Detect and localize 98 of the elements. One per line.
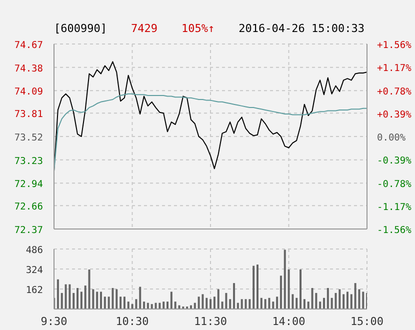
- bar: [154, 302, 157, 309]
- bar: [217, 289, 220, 309]
- bar: [96, 292, 98, 309]
- bar: [174, 302, 176, 309]
- bar: [326, 288, 329, 309]
- bar: [311, 288, 314, 309]
- bar: [139, 286, 142, 309]
- x-tick-label: 10:30: [116, 314, 149, 328]
- bar: [334, 292, 337, 309]
- y2-tick-label: -0.39%: [377, 156, 412, 167]
- bar: [307, 302, 310, 309]
- bar: [240, 299, 243, 309]
- bar: [127, 302, 130, 309]
- bar: [300, 269, 302, 309]
- bar: [135, 299, 138, 309]
- bar: [303, 299, 306, 309]
- bar: [56, 279, 59, 309]
- bar: [225, 292, 228, 309]
- bar: [146, 302, 149, 309]
- y-tick-label: 162: [26, 285, 43, 296]
- bar: [256, 264, 258, 309]
- bar: [323, 298, 326, 309]
- x-tick-label: 11:30: [194, 314, 228, 328]
- bar: [288, 269, 290, 309]
- y-tick-label: 73.52: [14, 132, 43, 144]
- bar: [116, 289, 118, 309]
- bar: [264, 299, 266, 309]
- bar: [236, 302, 239, 309]
- bar: [166, 302, 169, 309]
- bar: [84, 286, 86, 309]
- chart-title: [600990]: [54, 22, 107, 35]
- x-tick-label: 9:30: [40, 314, 68, 328]
- bar: [260, 298, 262, 309]
- bar: [170, 292, 172, 309]
- bar: [338, 289, 341, 309]
- y2-tick-label: +0.78%: [377, 86, 412, 98]
- bar: [120, 296, 122, 309]
- bar: [280, 276, 282, 309]
- bar: [72, 292, 75, 309]
- y2-tick-label: -1.56%: [377, 225, 412, 236]
- y-tick-label: 72.94: [14, 179, 44, 190]
- y-tick-label: 74.09: [14, 86, 44, 98]
- bar: [143, 302, 146, 309]
- text: 2016-04-26 15:00:33: [238, 22, 364, 35]
- bar: [60, 292, 63, 309]
- bar: [248, 299, 251, 309]
- bar: [206, 298, 208, 309]
- bar: [100, 292, 102, 309]
- bar: [202, 294, 204, 309]
- y2-tick-label: +1.17%: [377, 63, 412, 74]
- y2-tick-label: -0.78%: [377, 178, 412, 190]
- y-tick-label: 324: [26, 265, 44, 276]
- y2-tick-label: +0.39%: [377, 109, 412, 120]
- bar: [210, 299, 212, 309]
- bar: [76, 288, 79, 309]
- bar: [150, 304, 153, 309]
- y-tick-label: 72.66: [14, 202, 44, 213]
- bar: [80, 292, 82, 309]
- bar: [252, 266, 255, 309]
- bar: [276, 296, 278, 309]
- bar: [112, 288, 114, 309]
- bar: [296, 298, 298, 309]
- bar: [272, 302, 274, 309]
- bar: [233, 283, 236, 309]
- bar: [244, 299, 247, 309]
- text: 105%↑: [181, 22, 215, 35]
- bar: [319, 302, 322, 309]
- bar: [213, 296, 216, 309]
- y-tick-label: 486: [26, 245, 44, 256]
- bar: [350, 294, 352, 309]
- y-tick-label: 73.81: [14, 109, 44, 120]
- bar: [162, 302, 165, 309]
- bar: [104, 296, 106, 309]
- y-tick-label: 72.37: [14, 225, 43, 236]
- bar: [229, 299, 232, 309]
- text: 7429: [130, 22, 158, 35]
- bar: [64, 284, 67, 309]
- bar: [158, 302, 161, 309]
- bar: [268, 298, 270, 309]
- bar: [68, 284, 71, 309]
- bar: [194, 302, 196, 309]
- y2-tick-label: 0.00%: [377, 132, 406, 144]
- y2-tick-label: +1.56%: [377, 40, 412, 51]
- x-tick-label: 14:00: [272, 314, 306, 328]
- y-tick-label: 73.23: [14, 156, 43, 167]
- y2-tick-label: -1.17%: [377, 202, 412, 213]
- bar: [362, 292, 364, 309]
- y-tick-label: 74.67: [14, 40, 43, 51]
- bar: [354, 283, 356, 309]
- bar: [346, 292, 348, 309]
- bar: [198, 296, 200, 309]
- x-tick-label: 15:00: [350, 314, 384, 328]
- bar: [342, 294, 345, 309]
- line-series: [54, 61, 367, 172]
- bar: [123, 296, 126, 309]
- y-tick-label: 74.38: [14, 63, 44, 74]
- bar: [284, 250, 286, 309]
- bar: [88, 269, 90, 309]
